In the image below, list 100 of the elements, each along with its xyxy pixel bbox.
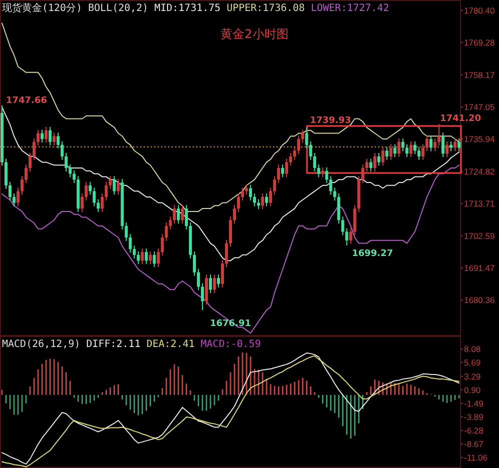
text: 黄金2小时图: [220, 27, 288, 41]
y-tick-label: 1724.82: [464, 166, 495, 176]
y-tick-label: -11.06: [464, 452, 488, 463]
candlestick: [32, 138, 36, 160]
candlestick: [425, 135, 428, 152]
candlestick: [417, 146, 420, 160]
y-tick-label: -6.28: [464, 425, 484, 436]
candlestick: [24, 164, 28, 184]
legend-title: BOLL(20,2): [88, 3, 148, 14]
candlestick: [48, 126, 52, 146]
candlestick: [289, 152, 292, 166]
chart-subtitle: 现货黄金(120分): [2, 2, 82, 14]
text: DEA:2.41: [146, 339, 195, 350]
candlestick: [265, 192, 268, 207]
legend-title: MACD(26,12,9): [2, 339, 80, 350]
candlestick: [373, 152, 376, 172]
candlestick: [108, 176, 112, 190]
candlestick: [285, 158, 288, 178]
candlestick: [377, 152, 380, 166]
candlestick: [40, 129, 44, 144]
candlestick: [184, 204, 188, 230]
series-label: MACD:-0.59: [200, 339, 261, 350]
candlestick: [168, 216, 172, 230]
candlestick: [128, 234, 132, 254]
annotation: 1741.20: [440, 114, 481, 124]
candlestick: [317, 164, 320, 178]
candlestick: [56, 132, 60, 149]
candlestick: [84, 181, 88, 201]
candlestick: [389, 144, 392, 160]
line-series: [2, 164, 460, 334]
y-tick-label: -8.67: [464, 439, 484, 450]
candlestick: [229, 216, 232, 248]
candlestick: [136, 250, 140, 265]
candlestick: [413, 140, 416, 155]
candlestick: [309, 140, 312, 160]
y-tick-label: 0.90: [464, 384, 481, 395]
y-tick-label: 8.08: [464, 344, 481, 354]
candlestick: [88, 181, 92, 196]
candlestick: [4, 158, 8, 190]
candlestick: [68, 164, 72, 178]
candlestick: [313, 152, 316, 172]
candlestick: [172, 204, 176, 224]
candlestick: [64, 152, 68, 172]
y-tick-label: 1702.59: [464, 230, 495, 241]
candlestick: [241, 187, 244, 201]
candlestick: [341, 216, 344, 236]
y-tick-label: 1680.36: [464, 295, 495, 306]
candlestick: [253, 192, 256, 207]
candlestick: [216, 274, 220, 288]
candlestick: [281, 164, 284, 178]
candlestick: [144, 248, 148, 265]
candlestick: [156, 248, 160, 268]
candlestick: [381, 146, 384, 166]
candlestick: [433, 138, 436, 152]
candlestick: [16, 187, 20, 207]
candlestick: [124, 222, 128, 242]
candlestick: [212, 274, 216, 294]
candlestick: [429, 135, 432, 152]
candlestick: [249, 184, 252, 201]
candlestick: [349, 228, 352, 244]
candlestick: [405, 144, 408, 158]
candlestick: [220, 260, 224, 288]
y-tick-label: 1713.71: [464, 198, 495, 209]
candlestick: [321, 166, 324, 178]
candlestick: [180, 204, 184, 224]
candlestick: [176, 204, 180, 224]
candlestick: [325, 166, 328, 184]
y-tick-label: 5.69: [464, 358, 481, 368]
candlestick: [305, 127, 308, 149]
candlestick: [437, 123, 440, 146]
candlestick: [132, 245, 136, 259]
candlestick: [385, 146, 388, 160]
candlestick: [269, 187, 272, 207]
candlestick: [72, 170, 76, 184]
candlestick: [20, 176, 24, 196]
candlestick: [261, 192, 264, 210]
candlestick: [397, 138, 400, 158]
candlestick: [277, 164, 280, 184]
candlestick: [148, 250, 152, 265]
candlestick: [92, 187, 96, 207]
y-tick-label: -3.89: [464, 412, 484, 422]
candlestick: [36, 129, 40, 146]
candlestick: [293, 146, 296, 160]
candlestick: [329, 176, 332, 196]
text: DIFF:2.11: [86, 339, 140, 350]
candlestick: [365, 158, 368, 172]
candlestick: [44, 126, 48, 144]
candlestick: [233, 204, 236, 224]
candlestick: [409, 140, 412, 158]
candlestick: [164, 222, 168, 242]
candlestick: [12, 192, 16, 207]
candlestick: [237, 192, 240, 213]
y-tick-label: 1769.28: [464, 38, 495, 48]
candlestick: [100, 192, 104, 213]
candlestick: [52, 132, 56, 146]
y-tick-label: 1780.40: [464, 5, 495, 16]
annotation: 1739.93: [310, 116, 351, 126]
candlestick: [301, 129, 304, 144]
candlestick: [112, 176, 116, 196]
text: UPPER:1736.08: [226, 3, 305, 14]
